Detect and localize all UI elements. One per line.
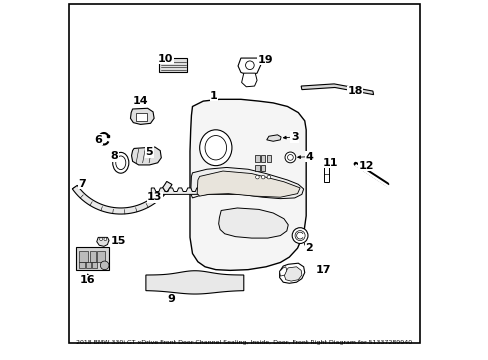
Text: 17: 17 [315,265,330,275]
Bar [159,58,187,72]
Polygon shape [190,167,303,199]
Circle shape [287,154,293,160]
Circle shape [104,238,106,240]
Text: 3: 3 [290,132,298,142]
Bar [255,155,259,162]
Text: 14: 14 [132,96,148,106]
Text: 2018 BMW 330i GT xDrive Front Door Channel Sealing, Inside, Door, Front Right Di: 2018 BMW 330i GT xDrive Front Door Chann… [76,339,412,345]
Polygon shape [197,171,300,197]
Polygon shape [284,267,301,281]
Text: 15: 15 [110,236,126,246]
Bar [79,251,88,262]
Circle shape [261,175,264,179]
Circle shape [294,230,305,240]
Ellipse shape [199,130,231,166]
Text: 18: 18 [346,86,362,96]
Bar [266,155,270,162]
Circle shape [100,261,109,270]
Circle shape [255,175,259,179]
Bar [92,262,97,268]
Text: 7: 7 [79,179,86,189]
Polygon shape [279,267,286,276]
Text: 13: 13 [147,192,162,202]
Bar [79,262,85,268]
Text: 9: 9 [167,294,175,304]
Ellipse shape [204,135,226,160]
Polygon shape [130,108,154,125]
Text: 16: 16 [80,275,95,285]
Bar [89,251,96,262]
Text: 8: 8 [111,151,118,161]
Text: 4: 4 [305,152,312,162]
Polygon shape [218,208,287,238]
Text: 12: 12 [358,161,373,171]
Bar [97,251,105,262]
Bar [324,167,328,182]
Text: 6: 6 [94,135,102,145]
Ellipse shape [116,156,125,170]
Polygon shape [279,263,304,283]
Text: 2: 2 [305,243,312,253]
Polygon shape [301,84,373,95]
Circle shape [100,238,102,240]
Bar [261,155,265,162]
Polygon shape [97,237,109,246]
Circle shape [285,152,295,163]
Bar [255,165,259,171]
Polygon shape [238,58,260,75]
Polygon shape [131,147,161,165]
Polygon shape [151,188,241,194]
Polygon shape [241,73,257,87]
Circle shape [292,228,307,243]
Bar [86,262,91,268]
Text: 1: 1 [210,91,218,101]
Polygon shape [72,181,172,214]
Text: 11: 11 [322,158,338,168]
Ellipse shape [112,152,128,173]
Polygon shape [145,271,244,294]
Bar [261,165,265,171]
Bar [76,247,109,270]
Bar [136,113,147,121]
Text: 5: 5 [145,147,153,157]
Text: 10: 10 [158,54,173,64]
Text: 19: 19 [257,55,273,65]
Circle shape [245,61,254,69]
Polygon shape [190,99,305,270]
Polygon shape [266,135,281,141]
Circle shape [266,175,270,179]
